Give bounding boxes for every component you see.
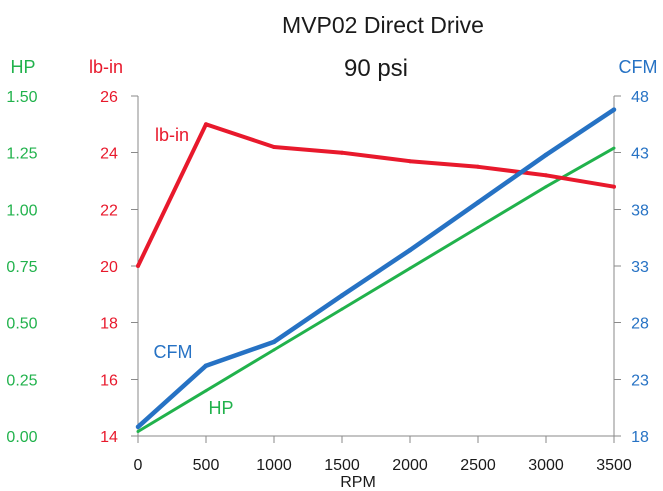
data-point-hp [136, 430, 140, 433]
x-tick-label: 500 [193, 457, 220, 474]
cfm-tick-label: 38 [631, 202, 649, 219]
chart-subtitle: 90 psi [344, 55, 408, 82]
data-point-hp [612, 146, 616, 150]
series-line-lb-in [136, 122, 615, 267]
data-point-lb-in [136, 264, 140, 268]
hp-tick-label: 0.75 [6, 259, 37, 276]
y-axes: HP 0.00 0.25 0.50 0.75 1.00 1.25 1.50 lb-in 14 16 1… [6, 57, 657, 446]
x-tick-label: 3000 [528, 457, 564, 474]
hp-tick-label: 1.50 [6, 89, 37, 106]
cfm-tick-label: 33 [631, 259, 649, 276]
data-point-lb-in [272, 145, 276, 149]
lb-in-tick-label: 22 [100, 202, 118, 219]
data-point-hp [544, 185, 548, 189]
hp-axis-title: HP [10, 57, 35, 77]
data-point-lb-in [612, 184, 616, 189]
lb-in-tick-label: 26 [100, 89, 118, 106]
lb-in-tick-label: 16 [100, 372, 118, 389]
data-point-lb-in [544, 173, 548, 178]
series-line-cfm [136, 107, 616, 429]
data-point-cfm [135, 424, 141, 430]
cfm-axis-title: CFM [619, 57, 658, 77]
series-group: HP lb-in CFM [135, 107, 617, 433]
data-point-lb-in [476, 164, 480, 169]
data-point-hp [408, 266, 412, 270]
data-point-cfm [407, 247, 413, 253]
hp-tick-label: 0.50 [6, 316, 37, 333]
chart-title: MVP02 Direct Drive [282, 12, 484, 38]
data-point-cfm [543, 152, 549, 158]
x-tick-label: 2000 [392, 457, 428, 474]
data-point-cfm [611, 107, 617, 112]
cfm-tick-label: 23 [631, 372, 649, 389]
series-label-lb-in: lb-in [155, 125, 189, 145]
x-tick-label: 2500 [460, 457, 496, 474]
data-point-lb-in [408, 159, 412, 164]
series-label-hp: HP [208, 398, 233, 418]
cfm-tick-label: 43 [631, 146, 649, 163]
data-point-hp [204, 389, 208, 393]
hp-tick-label: 1.00 [6, 202, 37, 219]
lb-in-tick-label: 24 [100, 146, 118, 163]
x-axis-ticks: 0 500 1000 1500 2000 2500 3000 3500 [134, 436, 632, 474]
hp-tick-label: 0.25 [6, 372, 37, 389]
x-tick-label: 1500 [324, 457, 360, 474]
data-point-lb-in [340, 150, 344, 155]
cfm-tick-label: 48 [631, 89, 649, 106]
cfm-tick-label: 28 [631, 316, 649, 333]
data-point-cfm [339, 293, 345, 298]
x-tick-label: 1000 [256, 457, 292, 474]
data-point-hp [272, 348, 276, 352]
data-point-cfm [203, 363, 209, 368]
data-point-lb-in [204, 122, 208, 127]
lb-in-tick-label: 20 [100, 259, 118, 276]
data-point-hp [476, 226, 480, 229]
lb-in-tick-label: 18 [100, 316, 118, 333]
data-point-cfm [271, 339, 277, 345]
hp-tick-label: 0.00 [6, 429, 37, 446]
x-tick-label: 3500 [596, 457, 632, 474]
hp-tick-label: 1.25 [6, 146, 37, 163]
lb-in-axis-title: lb-in [89, 57, 123, 77]
cfm-tick-label: 18 [631, 429, 649, 446]
x-axis-title: RPM [340, 474, 376, 491]
x-tick-label: 0 [134, 457, 143, 474]
series-label-cfm: CFM [154, 342, 193, 362]
series-line-hp [137, 146, 615, 433]
lb-in-tick-label: 14 [100, 429, 118, 446]
data-point-hp [340, 307, 344, 311]
data-point-cfm [475, 200, 481, 205]
